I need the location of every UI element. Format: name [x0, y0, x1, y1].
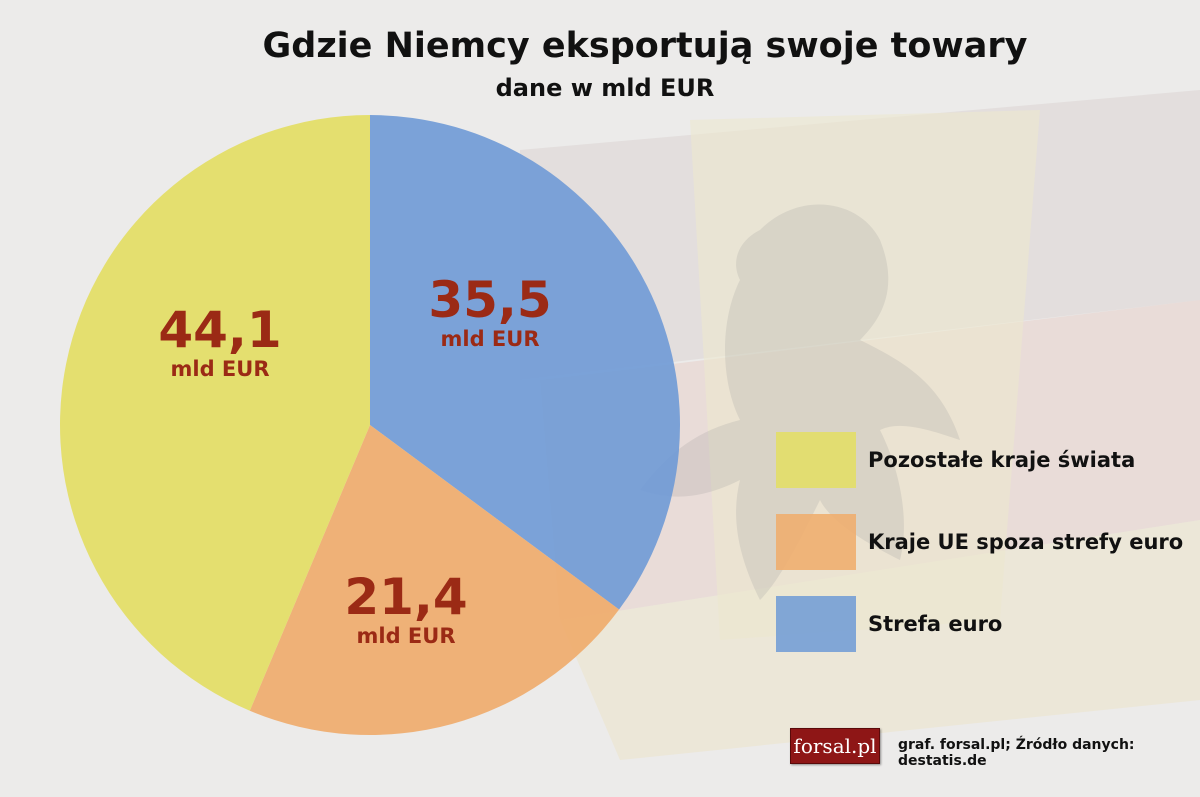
legend-swatch [776, 514, 856, 570]
slice-unit: mld EUR [170, 357, 270, 381]
legend-label: Pozostałe kraje świata [868, 448, 1136, 472]
legend-label: Strefa euro [868, 612, 1003, 636]
slice-unit: mld EUR [356, 624, 456, 648]
slice-value: 44,1 [158, 301, 282, 359]
legend-item-strefa-euro: Strefa euro [776, 596, 1183, 652]
slice-value: 35,5 [428, 271, 552, 329]
slice-unit: mld EUR [440, 327, 540, 351]
chart-title: Gdzie Niemcy eksportują swoje towary [262, 26, 1028, 66]
source-note: graf. forsal.pl; Źródło danych: destatis… [898, 737, 1135, 769]
slice-label-pozostale: 44,1 mld EUR [150, 302, 290, 380]
legend-swatch [776, 432, 856, 488]
slice-label-strefa-euro: 35,5 mld EUR [420, 272, 560, 350]
pie-slice-pozosta-e-kraje-wiata [59, 115, 370, 711]
legend-item-pozostale: Pozostałe kraje świata [776, 432, 1183, 488]
forsal-logo: forsal.pl [790, 728, 880, 764]
legend-item-kraje-ue: Kraje UE spoza strefy euro [776, 514, 1183, 570]
eagle-icon [640, 204, 960, 601]
legend-swatch [776, 596, 856, 652]
pie-slice-strefa-euro [370, 115, 680, 610]
slice-value: 21,4 [344, 568, 468, 626]
slice-label-kraje-ue: 21,4 mld EUR [336, 569, 476, 647]
legend-label: Kraje UE spoza strefy euro [868, 530, 1184, 554]
chart-subtitle: dane w mld EUR [495, 74, 715, 102]
pie-slice-kraje-ue-spoza-strefy-euro [249, 425, 620, 736]
legend: Pozostałe kraje świata Kraje UE spoza st… [776, 432, 1183, 678]
